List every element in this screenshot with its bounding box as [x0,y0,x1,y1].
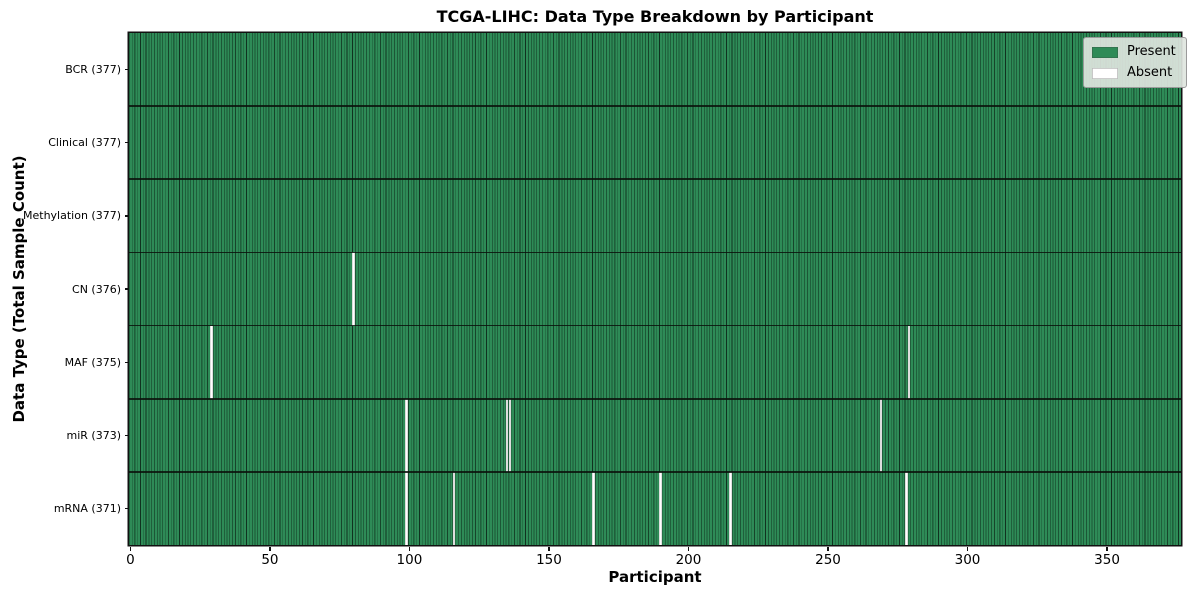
x-tick-label-250: 250 [815,552,841,568]
y-tick-mark [124,507,129,510]
absent-bar-miR-135 [505,398,509,472]
row-separator [129,324,1181,327]
x-tick-label-200: 200 [675,552,702,568]
legend-swatch-present-icon [1092,46,1118,58]
y-tick-mark [124,434,129,436]
y-tick-label-MAF: MAF (375) [64,355,121,369]
legend-item-present: Present [1092,45,1176,59]
row-separator [129,105,1181,107]
x-tick-label-100: 100 [396,552,423,568]
absent-bar-miR-99 [405,398,409,472]
legend-label-absent: Absent [1127,65,1173,80]
x-tick-mark-200 [687,546,690,551]
x-tick-mark-300 [966,546,969,551]
absent-bar-mRNA-215 [728,471,732,545]
x-tick-mark-0 [129,546,132,551]
absent-bar-mRNA-278 [904,471,908,545]
x-tick-label-50: 50 [261,552,279,568]
x-tick-label-0: 0 [126,552,135,568]
row-separator [129,178,1181,181]
absent-bar-mRNA-99 [405,471,409,545]
x-tick-mark-150 [548,546,550,551]
absent-bar-mRNA-190 [659,471,662,545]
absent-bar-CN-80 [352,252,356,326]
x-tick-mark-100 [408,546,411,551]
x-tick-mark-50 [269,546,271,551]
legend-label-present: Present [1127,44,1176,59]
plot-area [129,33,1181,545]
legend: Present Absent [1083,37,1187,88]
absent-bar-mRNA-116 [452,471,456,545]
y-tick-label-BCR: BCR (377) [65,63,121,77]
y-tick-mark [124,361,129,363]
x-tick-mark-350 [1106,546,1108,551]
absent-bar-miR-136 [508,398,512,472]
row-separator [129,251,1181,254]
absent-bar-MAF-279 [907,325,911,399]
y-tick-mark [124,68,129,71]
legend-swatch-absent-icon [1092,67,1118,79]
absent-bar-MAF-29 [209,325,213,399]
absent-bar-mRNA-166 [592,471,595,545]
y-tick-label-CN: CN (376) [72,282,121,296]
absent-bar-miR-269 [879,398,883,472]
row-separator [129,397,1181,400]
x-tick-label-300: 300 [954,552,981,568]
x-tick-label-350: 350 [1094,552,1120,568]
x-axis-label: Participant [608,568,702,586]
y-tick-mark [124,215,129,217]
y-tick-label-miR: miR (373) [66,428,122,442]
y-tick-mark [124,288,129,290]
x-tick-label-150: 150 [536,552,562,568]
x-tick-mark-250 [827,546,829,551]
y-tick-mark [124,142,129,144]
y-tick-label-mRNA: mRNA (371) [53,501,121,515]
y-tick-label-Methylation: Methylation (377) [23,209,121,223]
y-tick-label-Clinical: Clinical (377) [48,136,121,150]
legend-item-absent: Absent [1092,66,1176,80]
row-separator [129,471,1181,473]
chart-title: TCGA-LIHC: Data Type Breakdown by Partic… [436,7,874,26]
